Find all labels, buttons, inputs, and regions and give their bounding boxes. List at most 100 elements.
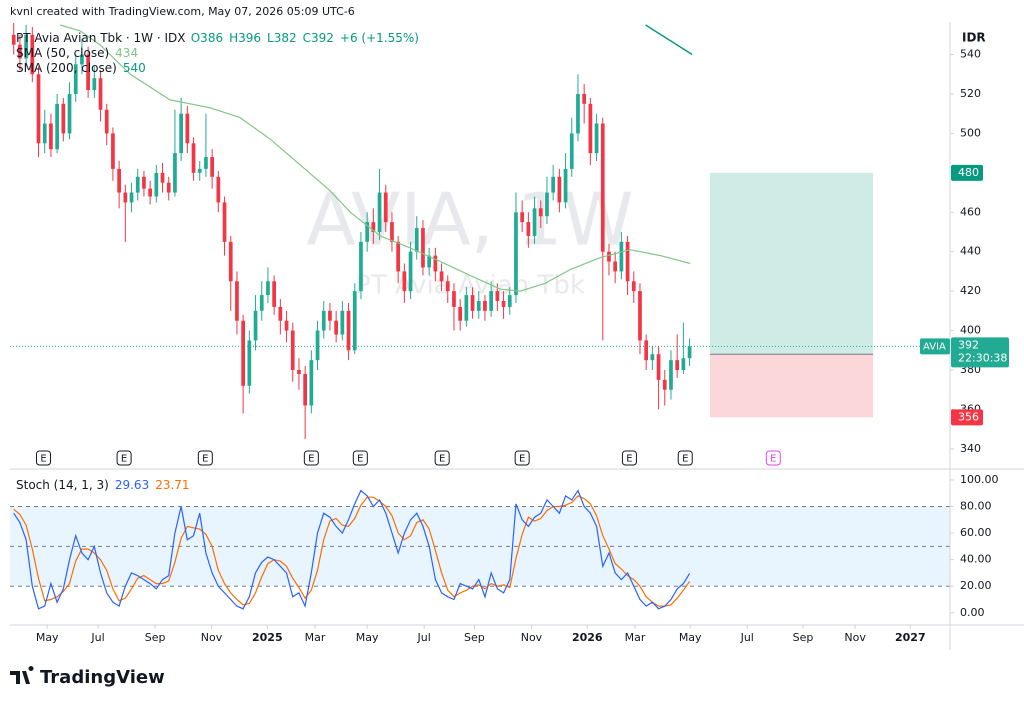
stoch-y-tick-label: 40.00: [960, 553, 992, 566]
candle-body: [675, 360, 680, 371]
symbol-price-tag-bg: [920, 338, 950, 355]
candle-body: [470, 295, 475, 311]
x-tick-label: 2025: [252, 631, 283, 644]
sma-name: SMA (50, close): [16, 46, 109, 60]
stoch-y-tick-label: 60.00: [960, 526, 992, 539]
candle-body: [135, 176, 140, 193]
candle-body: [458, 306, 463, 321]
x-tick-label: 2026: [572, 631, 603, 644]
sma-value: 540: [123, 61, 146, 75]
candle-body: [86, 54, 90, 91]
sma50-legend[interactable]: SMA (50, close) 434: [16, 46, 138, 60]
stop-label: 356: [958, 410, 979, 423]
candle-body: [328, 310, 332, 321]
x-tick-label: 2027: [895, 631, 926, 644]
x-tick-label: Jul: [740, 631, 754, 644]
y-tick-label: 420: [960, 284, 981, 297]
candle-body: [600, 123, 605, 252]
earnings-marker: [621, 450, 637, 466]
stoch-y-tick-label: 100.00: [960, 473, 999, 486]
candle-body: [111, 133, 115, 169]
candle-body: [464, 295, 469, 321]
candle-body: [266, 281, 270, 296]
candle-body: [371, 222, 376, 232]
candle-body: [569, 133, 574, 169]
candle-body: [588, 103, 593, 154]
earnings-label: E: [40, 454, 46, 465]
earnings-label: E: [308, 454, 314, 465]
x-tick-label: Jul: [90, 631, 104, 644]
candle-body: [30, 34, 35, 75]
earnings-label: E: [439, 454, 445, 465]
stoch-d-line: [13, 495, 691, 607]
position-tool[interactable]: [710, 172, 874, 418]
candle-body: [619, 241, 624, 272]
candle-body: [687, 346, 692, 359]
stoch-d-value: 23.71: [155, 478, 189, 492]
earnings-marker: [197, 450, 213, 466]
sma-value: 434: [115, 46, 138, 60]
stoch-k-value: 29.63: [115, 478, 149, 492]
candle-body: [104, 109, 109, 134]
y-tick-label: 400: [960, 324, 981, 337]
candle-body: [532, 208, 537, 236]
candle-body: [501, 300, 506, 307]
candle-body: [514, 212, 518, 296]
candle-body: [563, 168, 568, 203]
candle-body: [55, 103, 59, 150]
candle-body: [402, 271, 407, 292]
candle-body: [142, 176, 146, 189]
y-tick-label: 440: [960, 245, 981, 258]
legend-open: O386: [191, 31, 223, 45]
symbol-price-tag: AVIA: [923, 341, 946, 352]
candle-body: [11, 34, 16, 45]
last-price-bg: [951, 337, 1009, 368]
stoch-pane: [10, 489, 950, 610]
candle-body: [123, 192, 128, 203]
earnings-marker: [116, 450, 132, 466]
candle-body: [247, 340, 252, 386]
sma200-legend[interactable]: SMA (200, close) 540: [16, 61, 146, 75]
loss-zone: [710, 354, 874, 418]
countdown: 22:30:38: [958, 351, 1007, 364]
currency[interactable]: IDR: [962, 31, 986, 45]
price-pane: [10, 22, 950, 440]
candle-body: [197, 168, 202, 173]
candle-body: [284, 320, 289, 331]
candle-body: [166, 182, 171, 193]
candle-body: [662, 379, 667, 390]
candle-body: [557, 176, 562, 203]
candle-body: [49, 123, 53, 150]
earnings-marker: [514, 450, 530, 466]
x-tick-label: Mar: [305, 631, 326, 644]
candle-body: [228, 241, 233, 282]
x-tick-label: Sep: [145, 631, 166, 644]
candle-body: [346, 310, 351, 351]
candle-body: [179, 113, 183, 154]
candle-body: [613, 261, 618, 272]
candle-body: [92, 78, 97, 91]
y-tick-label: 460: [960, 205, 981, 218]
sma-line: [645, 24, 693, 56]
symbol-legend[interactable]: PT Avia Avian Tbk · 1W · IDX O386 H396 L382…: [16, 31, 419, 45]
stoch-legend[interactable]: Stoch (14, 1, 3) 29.63 23.71: [16, 478, 190, 492]
logo-text: TradingView: [40, 667, 165, 688]
earnings-label: E: [121, 454, 127, 465]
stoch-name: Stoch (14, 1, 3): [16, 478, 109, 492]
y-tick-label: 500: [960, 126, 981, 139]
candle-body: [507, 295, 512, 307]
axes: 340360380400420440460480500520540MayJulS…: [36, 48, 1009, 644]
candle-body: [191, 143, 196, 173]
candle-body: [681, 358, 686, 371]
candle-body: [551, 176, 556, 193]
candle-body: [278, 306, 283, 321]
logo[interactable]: TradingView: [10, 665, 165, 688]
candle-body: [303, 373, 308, 406]
candle-body: [476, 300, 481, 311]
candle-body: [408, 251, 413, 292]
y-tick-label: 540: [960, 48, 981, 61]
candle-body: [98, 78, 103, 110]
